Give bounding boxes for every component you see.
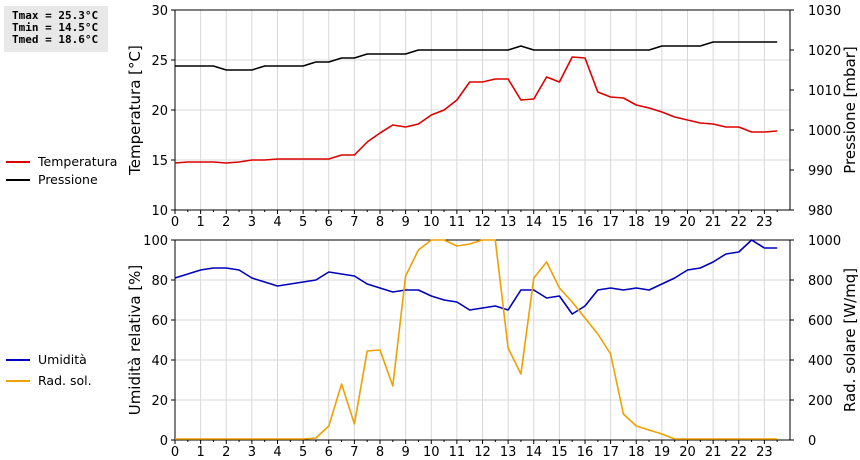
y2-tick-label: 1000 [808, 124, 841, 139]
series-line-left [174, 239, 778, 315]
y2-tick-label: 1000 [808, 234, 841, 249]
x-tick-label: 7 [350, 445, 358, 460]
x-tick-label: 3 [248, 445, 256, 460]
x-tick-label: 11 [449, 445, 466, 460]
y2-tick-label: 1020 [808, 44, 841, 59]
y2-tick-label: 1010 [808, 84, 841, 99]
x-tick-label: 10 [423, 445, 440, 460]
y-axis-title: Temperatura [°C] [126, 45, 144, 176]
x-tick-label: 9 [401, 215, 409, 230]
tmax-text: Tmax = 25.3°C [12, 9, 99, 22]
y2-tick-label: 200 [808, 394, 833, 409]
x-tick-label: 20 [679, 445, 696, 460]
tmin-text: Tmin = 14.5°C [12, 21, 99, 34]
y2-axis-title: Rad. solare [W/mq] [841, 268, 859, 412]
x-tick-label: 22 [730, 445, 747, 460]
y2-tick-label: 990 [808, 164, 833, 179]
x-tick-label: 6 [325, 215, 333, 230]
legend-label: Rad. sol. [38, 373, 92, 388]
x-tick-label: 9 [401, 445, 409, 460]
y-tick-label: 10 [151, 204, 168, 219]
x-tick-label: 16 [577, 215, 594, 230]
chart-humidity-radiation: 0 1 2 3 4 5 6 7 8 9 10 11 12 13 14 15 16 17 18 19 20 21 22 2302… [6, 234, 859, 460]
x-tick-label: 14 [525, 215, 542, 230]
x-tick-label: 1 [196, 215, 204, 230]
x-tick-label: 21 [705, 215, 722, 230]
x-tick-label: 18 [628, 215, 645, 230]
x-tick-label: 20 [679, 215, 696, 230]
y-tick-label: 40 [151, 354, 168, 369]
legend-label: Pressione [38, 172, 98, 187]
y-tick-label: 15 [151, 154, 168, 169]
x-tick-label: 2 [222, 445, 230, 460]
x-tick-label: 0 [171, 215, 179, 230]
x-tick-label: 15 [551, 215, 568, 230]
y-tick-label: 0 [160, 434, 168, 449]
y-tick-label: 30 [151, 4, 168, 19]
chart-temperature-pressure: 0 1 2 3 4 5 6 7 8 9 10 11 12 13 14 15 16 17 18 19 20 21 22 2310… [6, 4, 859, 230]
x-tick-label: 11 [449, 215, 466, 230]
x-tick-label: 17 [602, 445, 619, 460]
stats-box: Tmax = 25.3°C Tmin = 14.5°C Tmed = 18.6°… [4, 6, 108, 52]
x-tick-label: 3 [248, 215, 256, 230]
x-tick-label: 19 [654, 445, 671, 460]
x-tick-label: 13 [500, 215, 517, 230]
x-tick-label: 21 [705, 445, 722, 460]
y-axis-title: Umidità relativa [%] [126, 265, 144, 416]
x-tick-label: 5 [299, 215, 307, 230]
y-tick-label: 100 [143, 234, 168, 249]
x-tick-label: 14 [525, 445, 542, 460]
x-tick-label: 8 [376, 445, 384, 460]
x-tick-label: 10 [423, 215, 440, 230]
x-tick-label: 12 [474, 215, 491, 230]
y2-tick-label: 980 [808, 204, 833, 219]
x-tick-label: 17 [602, 215, 619, 230]
x-tick-label: 2 [222, 215, 230, 230]
y-tick-label: 20 [151, 394, 168, 409]
x-tick-label: 22 [730, 215, 747, 230]
y-tick-label: 60 [151, 314, 168, 329]
x-tick-label: 1 [196, 445, 204, 460]
x-tick-label: 23 [756, 215, 773, 230]
x-tick-label: 13 [500, 445, 517, 460]
y2-axis-title: Pressione [mbar] [841, 46, 859, 174]
x-tick-label: 16 [577, 445, 594, 460]
x-tick-label: 5 [299, 445, 307, 460]
legend-label: Temperatura [37, 154, 117, 169]
tmed-text: Tmed = 18.6°C [12, 33, 99, 46]
y-tick-label: 25 [151, 54, 168, 69]
x-tick-label: 7 [350, 215, 358, 230]
y2-tick-label: 400 [808, 354, 833, 369]
y2-tick-label: 0 [808, 434, 816, 449]
x-tick-label: 6 [325, 445, 333, 460]
series-line-right [175, 41, 778, 71]
x-tick-label: 19 [654, 215, 671, 230]
x-tick-label: 0 [171, 445, 179, 460]
plot-frame [174, 9, 791, 211]
x-tick-label: 4 [273, 215, 281, 230]
x-tick-label: 4 [273, 445, 281, 460]
series-line-left [174, 56, 778, 164]
y2-tick-label: 800 [808, 274, 833, 289]
y2-tick-label: 1030 [808, 4, 841, 19]
x-tick-label: 18 [628, 445, 645, 460]
y2-tick-label: 600 [808, 314, 833, 329]
series-line-right [175, 239, 778, 440]
x-tick-label: 15 [551, 445, 568, 460]
y-tick-label: 80 [151, 274, 168, 289]
legend-label: Umidità [38, 352, 87, 367]
x-tick-label: 23 [756, 445, 773, 460]
y-tick-label: 20 [151, 104, 168, 119]
x-tick-label: 12 [474, 445, 491, 460]
x-tick-label: 8 [376, 215, 384, 230]
